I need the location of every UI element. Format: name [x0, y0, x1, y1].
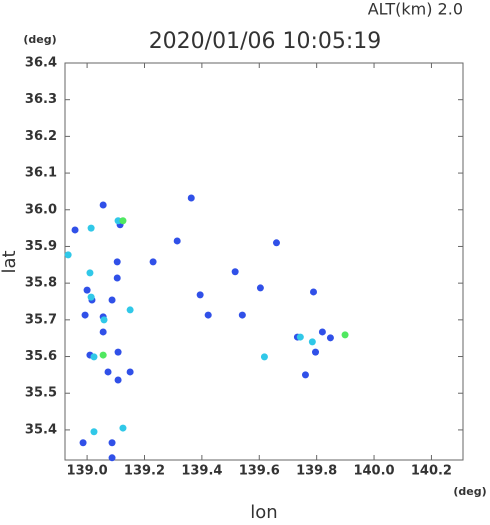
point — [309, 288, 317, 296]
point — [119, 217, 127, 225]
point — [187, 194, 195, 202]
y-tick-label: 36.0 — [25, 202, 57, 217]
point — [308, 338, 316, 346]
point — [114, 348, 122, 356]
y-tick-label: 36.3 — [25, 92, 57, 107]
point — [256, 284, 264, 292]
point — [272, 239, 280, 247]
point — [260, 353, 268, 361]
y-tick-label: 35.7 — [25, 312, 57, 327]
y-unit: (deg) — [23, 33, 56, 46]
y-tick-label: 35.6 — [25, 349, 57, 364]
point — [83, 286, 91, 294]
point — [87, 293, 95, 301]
point — [341, 331, 349, 339]
x-tick-label: 139.0 — [67, 464, 108, 479]
point — [79, 439, 87, 447]
point — [204, 311, 212, 319]
subtitle: ALT(km) 2.0 — [368, 0, 463, 19]
point — [99, 201, 107, 209]
point — [296, 333, 304, 341]
x-tick-label: 139.6 — [239, 464, 280, 479]
point — [149, 258, 157, 266]
x-tick-label: 140.2 — [411, 464, 452, 479]
y-tick-label: 35.9 — [25, 239, 57, 254]
point — [173, 237, 181, 245]
y-tick-label: 35.8 — [25, 276, 57, 291]
point — [238, 311, 246, 319]
plot-frame — [64, 62, 464, 461]
point — [99, 328, 107, 336]
chart-title: 2020/01/06 10:05:19 — [149, 29, 382, 54]
point — [108, 439, 116, 447]
point — [99, 351, 107, 359]
point — [100, 316, 108, 324]
x-tick-label: 139.4 — [181, 464, 222, 479]
y-tick-label: 36.1 — [25, 166, 57, 181]
x-tick-label: 139.2 — [124, 464, 165, 479]
point — [104, 368, 112, 376]
point — [312, 348, 320, 356]
point — [113, 274, 121, 282]
y-tick-label: 36.2 — [25, 129, 57, 144]
point — [71, 226, 79, 234]
point — [119, 424, 127, 432]
y-tick-label: 35.4 — [25, 422, 57, 437]
point — [86, 269, 94, 277]
point — [90, 353, 98, 361]
y-axis-label: lat — [0, 250, 20, 273]
point — [108, 454, 116, 462]
point — [114, 217, 122, 225]
point — [196, 291, 204, 299]
point — [113, 258, 121, 266]
point — [87, 224, 95, 232]
point — [126, 306, 134, 314]
point — [301, 371, 309, 379]
point — [326, 334, 334, 342]
y-tick-label: 36.4 — [25, 56, 57, 71]
point — [231, 268, 239, 276]
x-axis-label: lon — [250, 502, 277, 521]
x-unit: (deg) — [453, 485, 486, 498]
point — [108, 296, 116, 304]
point — [64, 251, 72, 259]
x-tick-label: 140.0 — [353, 464, 394, 479]
point — [81, 311, 89, 319]
point — [126, 368, 134, 376]
y-tick-label: 35.5 — [25, 386, 57, 401]
x-tick-label: 139.8 — [296, 464, 337, 479]
point — [114, 376, 122, 384]
point — [90, 428, 98, 436]
point — [318, 328, 326, 336]
